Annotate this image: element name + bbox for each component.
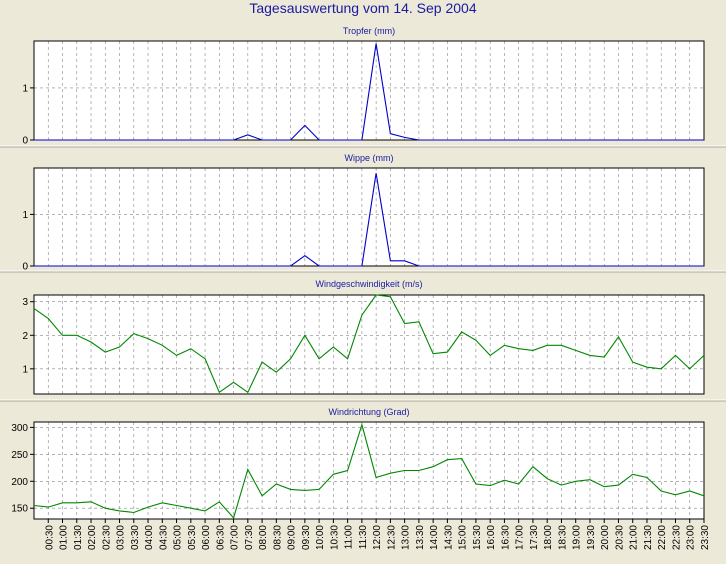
series-line [33, 294, 705, 394]
x-tick-label: 21:00 [629, 525, 640, 550]
x-tick-label: 10:30 [329, 525, 340, 550]
x-tick-label: 04:30 [158, 525, 169, 550]
x-tick-label: 22:00 [657, 525, 668, 550]
x-tick-label: 17:30 [529, 525, 540, 550]
plot-background [34, 422, 704, 519]
plot-frame [33, 294, 705, 395]
plot-frame [33, 167, 705, 267]
x-tick-label: 09:30 [301, 525, 312, 550]
panel-title: Tropfer (mm) [343, 26, 395, 36]
panel-title: Wippe (mm) [345, 153, 394, 163]
x-tick-label: 21:30 [643, 525, 654, 550]
y-tick-label: 150 [11, 504, 28, 515]
y-tick-label: 1 [22, 83, 28, 94]
panel-title: Windgeschwindigkeit (m/s) [315, 279, 422, 289]
x-tick-label: 23:00 [686, 525, 697, 550]
x-tick-label: 18:00 [543, 525, 554, 550]
panel-title: Windrichtung (Grad) [328, 407, 409, 417]
series-line [34, 43, 704, 141]
x-tick-label: 04:00 [144, 525, 155, 550]
y-tick-label: 1 [22, 210, 28, 221]
x-tick-label: 13:00 [401, 525, 412, 550]
x-tick-label: 22:30 [671, 525, 682, 550]
y-tick-label: 200 [11, 477, 28, 488]
x-tick-label: 09:00 [287, 525, 298, 550]
x-tick-label: 18:30 [557, 525, 568, 550]
x-tick-label: 19:30 [586, 525, 597, 550]
x-tick-label: 07:30 [244, 525, 255, 550]
x-tick-label: 07:00 [230, 525, 241, 550]
x-tick-label: 05:00 [173, 525, 184, 550]
panel-4: Windrichtung (Grad) 150 200 250 300 [11, 407, 705, 520]
x-tick-label: 11:00 [344, 525, 355, 550]
x-tick-label: 02:00 [87, 525, 98, 550]
page-title: Tagesauswertung vom 14. Sep 2004 [249, 0, 477, 16]
y-tick-label: 1 [22, 364, 28, 375]
x-tick-label: 15:00 [458, 525, 469, 550]
x-tick-label: 12:30 [386, 525, 397, 550]
x-tick-label: 10:00 [315, 525, 326, 550]
x-tick-label: 13:30 [415, 525, 426, 550]
y-tick-label: 250 [11, 450, 28, 461]
x-tick-label: 19:00 [572, 525, 583, 550]
plot-frame [33, 421, 705, 520]
plot-frame [33, 40, 705, 141]
x-tick-label: 12:00 [372, 525, 383, 550]
x-tick-label: 03:30 [130, 525, 141, 550]
y-tick-label: 300 [11, 423, 28, 434]
y-tick-label: 3 [22, 297, 28, 308]
x-tick-label: 15:30 [472, 525, 483, 550]
x-tick-label: 08:00 [258, 525, 269, 550]
x-tick-label: 03:00 [116, 525, 127, 550]
x-tick-label: 17:00 [515, 525, 526, 550]
x-tick-label: 11:30 [358, 525, 369, 550]
x-tick-label: 00:30 [44, 525, 55, 550]
plot-background [34, 295, 704, 394]
x-tick-label: 16:00 [486, 525, 497, 550]
panel-1: Tropfer (mm) 0 1 [22, 26, 705, 147]
y-tick-label: 2 [22, 331, 28, 342]
x-tick-label: 02:30 [101, 525, 112, 550]
x-tick-label: 06:00 [201, 525, 212, 550]
panel-2: Wippe (mm) 0 1 [22, 153, 705, 273]
x-tick-label: 06:30 [215, 525, 226, 550]
series-line [34, 173, 704, 267]
x-tick-label: 14:00 [429, 525, 440, 550]
y-tick-label: 0 [22, 262, 28, 273]
x-tick-label: 08:30 [272, 525, 283, 550]
panel-3: Windgeschwindigkeit (m/s) 1 2 3 [22, 279, 705, 395]
x-tick-label: 20:00 [600, 525, 611, 550]
x-tick-label: 14:30 [443, 525, 454, 550]
x-tick-label: 23:30 [700, 525, 711, 550]
series-line [33, 422, 705, 520]
x-tick-label: 01:00 [59, 525, 70, 550]
x-tick-label: 16:30 [500, 525, 511, 550]
x-tick-label: 01:30 [73, 525, 84, 550]
x-tick-label: 20:30 [614, 525, 625, 550]
x-tick-label: 05:30 [187, 525, 198, 550]
y-tick-label: 0 [22, 136, 28, 147]
